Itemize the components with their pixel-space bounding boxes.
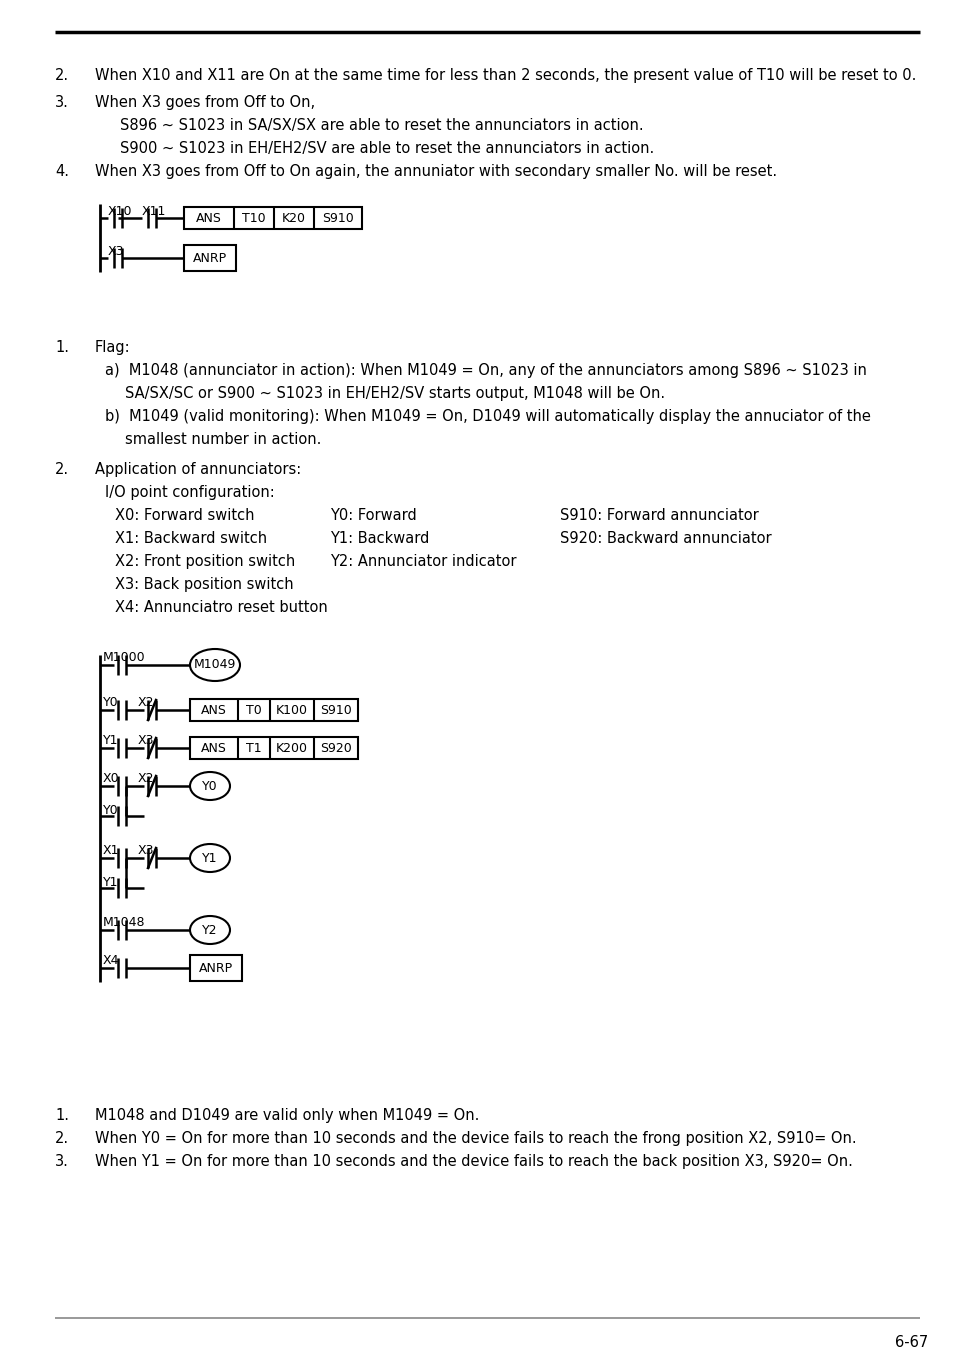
Text: K20: K20 xyxy=(282,212,306,224)
Text: X3: X3 xyxy=(108,244,125,258)
Text: S900 ~ S1023 in EH/EH2/SV are able to reset the annunciators in action.: S900 ~ S1023 in EH/EH2/SV are able to re… xyxy=(120,140,654,157)
Text: S896 ~ S1023 in SA/SX/SX are able to reset the annunciators in action.: S896 ~ S1023 in SA/SX/SX are able to res… xyxy=(120,117,643,134)
Bar xyxy=(184,244,235,271)
Text: K100: K100 xyxy=(275,703,308,717)
Text: T10: T10 xyxy=(242,212,266,224)
Text: SA/SX/SC or S900 ~ S1023 in EH/EH2/SV starts output, M1048 will be On.: SA/SX/SC or S900 ~ S1023 in EH/EH2/SV st… xyxy=(125,386,664,401)
Text: T1: T1 xyxy=(246,741,261,755)
Text: ANRP: ANRP xyxy=(193,251,227,265)
Text: ANS: ANS xyxy=(201,741,227,755)
Text: 3.: 3. xyxy=(55,1154,69,1169)
Text: When X3 goes from Off to On again, the annuniator with secondary smaller No. wil: When X3 goes from Off to On again, the a… xyxy=(95,163,777,180)
Text: S920: S920 xyxy=(320,741,352,755)
Text: X0: Forward switch: X0: Forward switch xyxy=(115,508,254,522)
Text: b)  M1049 (valid monitoring): When M1049 = On, D1049 will automatically display : b) M1049 (valid monitoring): When M1049 … xyxy=(105,409,870,424)
Text: X2: X2 xyxy=(138,697,154,709)
Text: 4.: 4. xyxy=(55,163,69,180)
Text: X4: X4 xyxy=(103,954,119,967)
Bar xyxy=(190,954,242,981)
Text: X0: X0 xyxy=(103,772,119,784)
Text: When Y0 = On for more than 10 seconds and the device fails to reach the frong po: When Y0 = On for more than 10 seconds an… xyxy=(95,1131,856,1146)
Text: X1: X1 xyxy=(103,844,119,857)
Text: T0: T0 xyxy=(246,703,262,717)
Text: S910: S910 xyxy=(322,212,354,224)
Text: S910: Forward annunciator: S910: Forward annunciator xyxy=(559,508,758,522)
Text: Application of annunciators:: Application of annunciators: xyxy=(95,462,301,477)
Text: Y0: Y0 xyxy=(202,779,217,792)
Text: Y0: Y0 xyxy=(103,697,118,709)
Text: When Y1 = On for more than 10 seconds and the device fails to reach the back pos: When Y1 = On for more than 10 seconds an… xyxy=(95,1154,852,1169)
Bar xyxy=(190,699,357,721)
Text: Y0: Y0 xyxy=(103,805,118,817)
Text: 2.: 2. xyxy=(55,68,69,82)
Text: Y1: Y1 xyxy=(202,852,217,864)
Text: 1.: 1. xyxy=(55,340,69,355)
Text: Flag:: Flag: xyxy=(95,340,131,355)
Text: M1048 and D1049 are valid only when M1049 = On.: M1048 and D1049 are valid only when M104… xyxy=(95,1108,478,1123)
Text: When X3 goes from Off to On,: When X3 goes from Off to On, xyxy=(95,95,314,109)
Text: Y1: Backward: Y1: Backward xyxy=(330,531,429,545)
Text: 2.: 2. xyxy=(55,1131,69,1146)
Text: X1: Backward switch: X1: Backward switch xyxy=(115,531,267,545)
Text: smallest number in action.: smallest number in action. xyxy=(125,432,321,447)
Text: a)  M1048 (annunciator in action): When M1049 = On, any of the annunciators amon: a) M1048 (annunciator in action): When M… xyxy=(105,363,866,378)
Text: X2: X2 xyxy=(138,772,154,784)
Text: X11: X11 xyxy=(142,205,166,217)
Text: 1.: 1. xyxy=(55,1108,69,1123)
Text: X3: Back position switch: X3: Back position switch xyxy=(115,576,294,593)
Text: ANS: ANS xyxy=(196,212,222,224)
Text: Y2: Annunciator indicator: Y2: Annunciator indicator xyxy=(330,554,516,568)
Bar xyxy=(184,207,361,230)
Text: M1000: M1000 xyxy=(103,651,146,664)
Text: K200: K200 xyxy=(275,741,308,755)
Text: Y2: Y2 xyxy=(202,923,217,937)
Text: X4: Annunciatro reset button: X4: Annunciatro reset button xyxy=(115,599,328,616)
Text: I/O point configuration:: I/O point configuration: xyxy=(105,485,274,500)
Text: M1049: M1049 xyxy=(193,659,236,671)
Text: Y1: Y1 xyxy=(103,876,118,890)
Text: When X10 and X11 are On at the same time for less than 2 seconds, the present va: When X10 and X11 are On at the same time… xyxy=(95,68,916,82)
Text: M1048: M1048 xyxy=(103,917,146,929)
Text: Y1: Y1 xyxy=(103,734,118,747)
Text: ANS: ANS xyxy=(201,703,227,717)
Text: ANRP: ANRP xyxy=(199,961,233,975)
Text: S920: Backward annunciator: S920: Backward annunciator xyxy=(559,531,771,545)
Text: 2.: 2. xyxy=(55,462,69,477)
Text: 6-67: 6-67 xyxy=(894,1335,927,1350)
Text: 3.: 3. xyxy=(55,95,69,109)
Text: S910: S910 xyxy=(320,703,352,717)
Text: X10: X10 xyxy=(108,205,132,217)
Bar xyxy=(190,737,357,759)
Text: Y0: Forward: Y0: Forward xyxy=(330,508,416,522)
Text: X3: X3 xyxy=(138,734,154,747)
Text: X3: X3 xyxy=(138,844,154,857)
Text: X2: Front position switch: X2: Front position switch xyxy=(115,554,294,568)
